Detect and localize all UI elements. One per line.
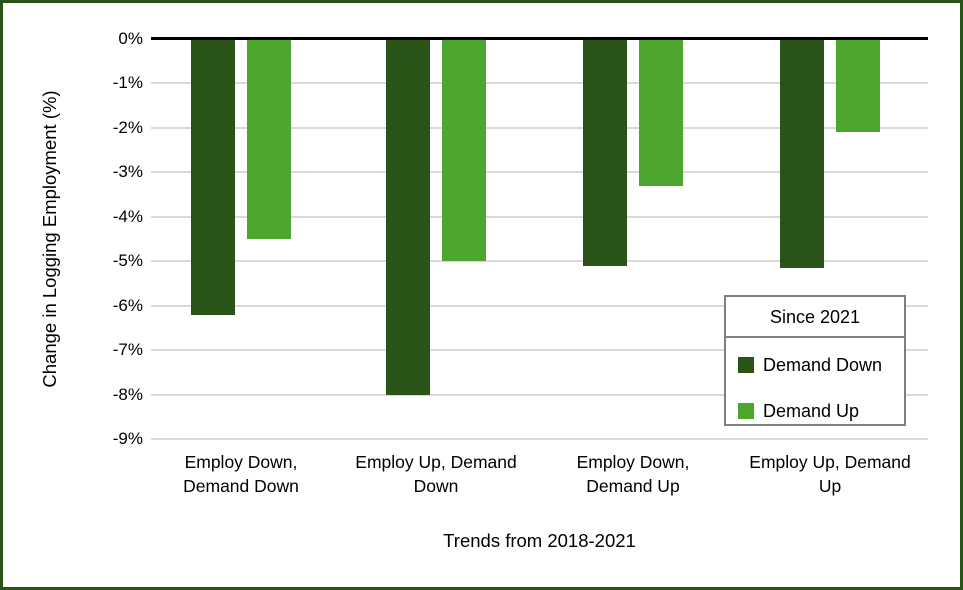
y-tick-label: -5% (112, 251, 143, 271)
bar-demand-down (780, 39, 824, 268)
y-tick-label: -2% (112, 117, 143, 137)
bar-demand-down (386, 39, 430, 395)
gridline (151, 304, 928, 307)
zero-axis-line (151, 37, 928, 40)
bar-demand-up (639, 39, 683, 186)
bar-demand-down (583, 39, 627, 266)
gridline (151, 126, 928, 129)
gridline (151, 82, 928, 85)
y-tick-label: 0% (118, 29, 143, 48)
legend-label: Demand Down (763, 354, 883, 375)
legend-label: Demand Up (763, 400, 860, 421)
legend-entries: Demand Down Demand Up (726, 338, 904, 431)
y-tick-label: -8% (112, 384, 143, 404)
y-tick-label: -1% (112, 73, 143, 93)
y-tick-label: -7% (112, 340, 143, 360)
x-category-label: Employ Down, Demand Up (576, 452, 690, 496)
legend: Since 2021 Demand Down Demand Up (724, 295, 906, 426)
x-category-label: Employ Up, Demand Down (355, 452, 517, 496)
y-tick-label: -4% (112, 206, 143, 226)
bar-demand-up (247, 39, 291, 239)
x-category-label: Employ Up, Demand Up (749, 452, 911, 496)
legend-title: Since 2021 (726, 297, 904, 338)
x-axis-title: Trends from 2018-2021 (443, 530, 636, 551)
gridline (151, 438, 928, 440)
gridline (151, 393, 928, 396)
y-tick-label: -9% (112, 429, 143, 448)
gridline (151, 349, 928, 352)
x-category-label: Employ Down, Demand Down (183, 452, 299, 496)
gridline (151, 171, 928, 174)
demand-down-swatch-icon (738, 357, 754, 373)
gridline (151, 260, 928, 263)
bar-demand-up (836, 39, 880, 133)
y-tick-label: -3% (112, 162, 143, 182)
legend-entry-demand-down: Demand Down (738, 345, 904, 385)
demand-up-swatch-icon (738, 403, 754, 419)
gridline (151, 215, 928, 218)
legend-entry-demand-up: Demand Up (738, 391, 904, 431)
bar-demand-down (191, 39, 235, 315)
y-tick-label: -6% (112, 295, 143, 315)
bar-demand-up (442, 39, 486, 262)
